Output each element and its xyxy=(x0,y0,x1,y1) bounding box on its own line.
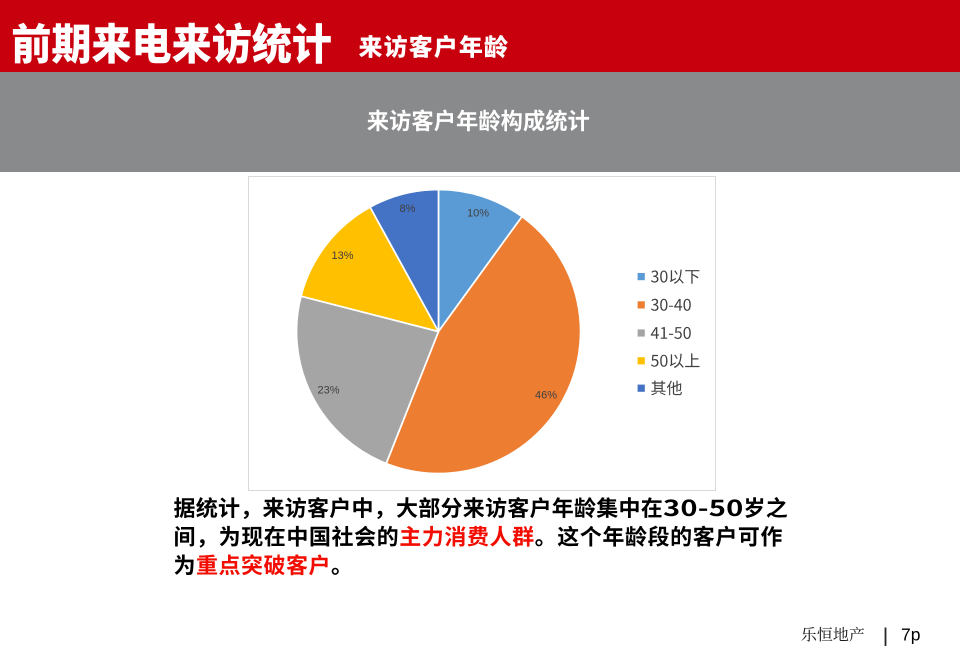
svg-text:10%: 10% xyxy=(467,207,489,219)
svg-text:46%: 46% xyxy=(535,390,557,402)
svg-text:8%: 8% xyxy=(400,203,416,215)
svg-text:23%: 23% xyxy=(317,385,339,397)
svg-text:7p: 7p xyxy=(901,624,920,644)
svg-text:13%: 13% xyxy=(331,250,353,262)
